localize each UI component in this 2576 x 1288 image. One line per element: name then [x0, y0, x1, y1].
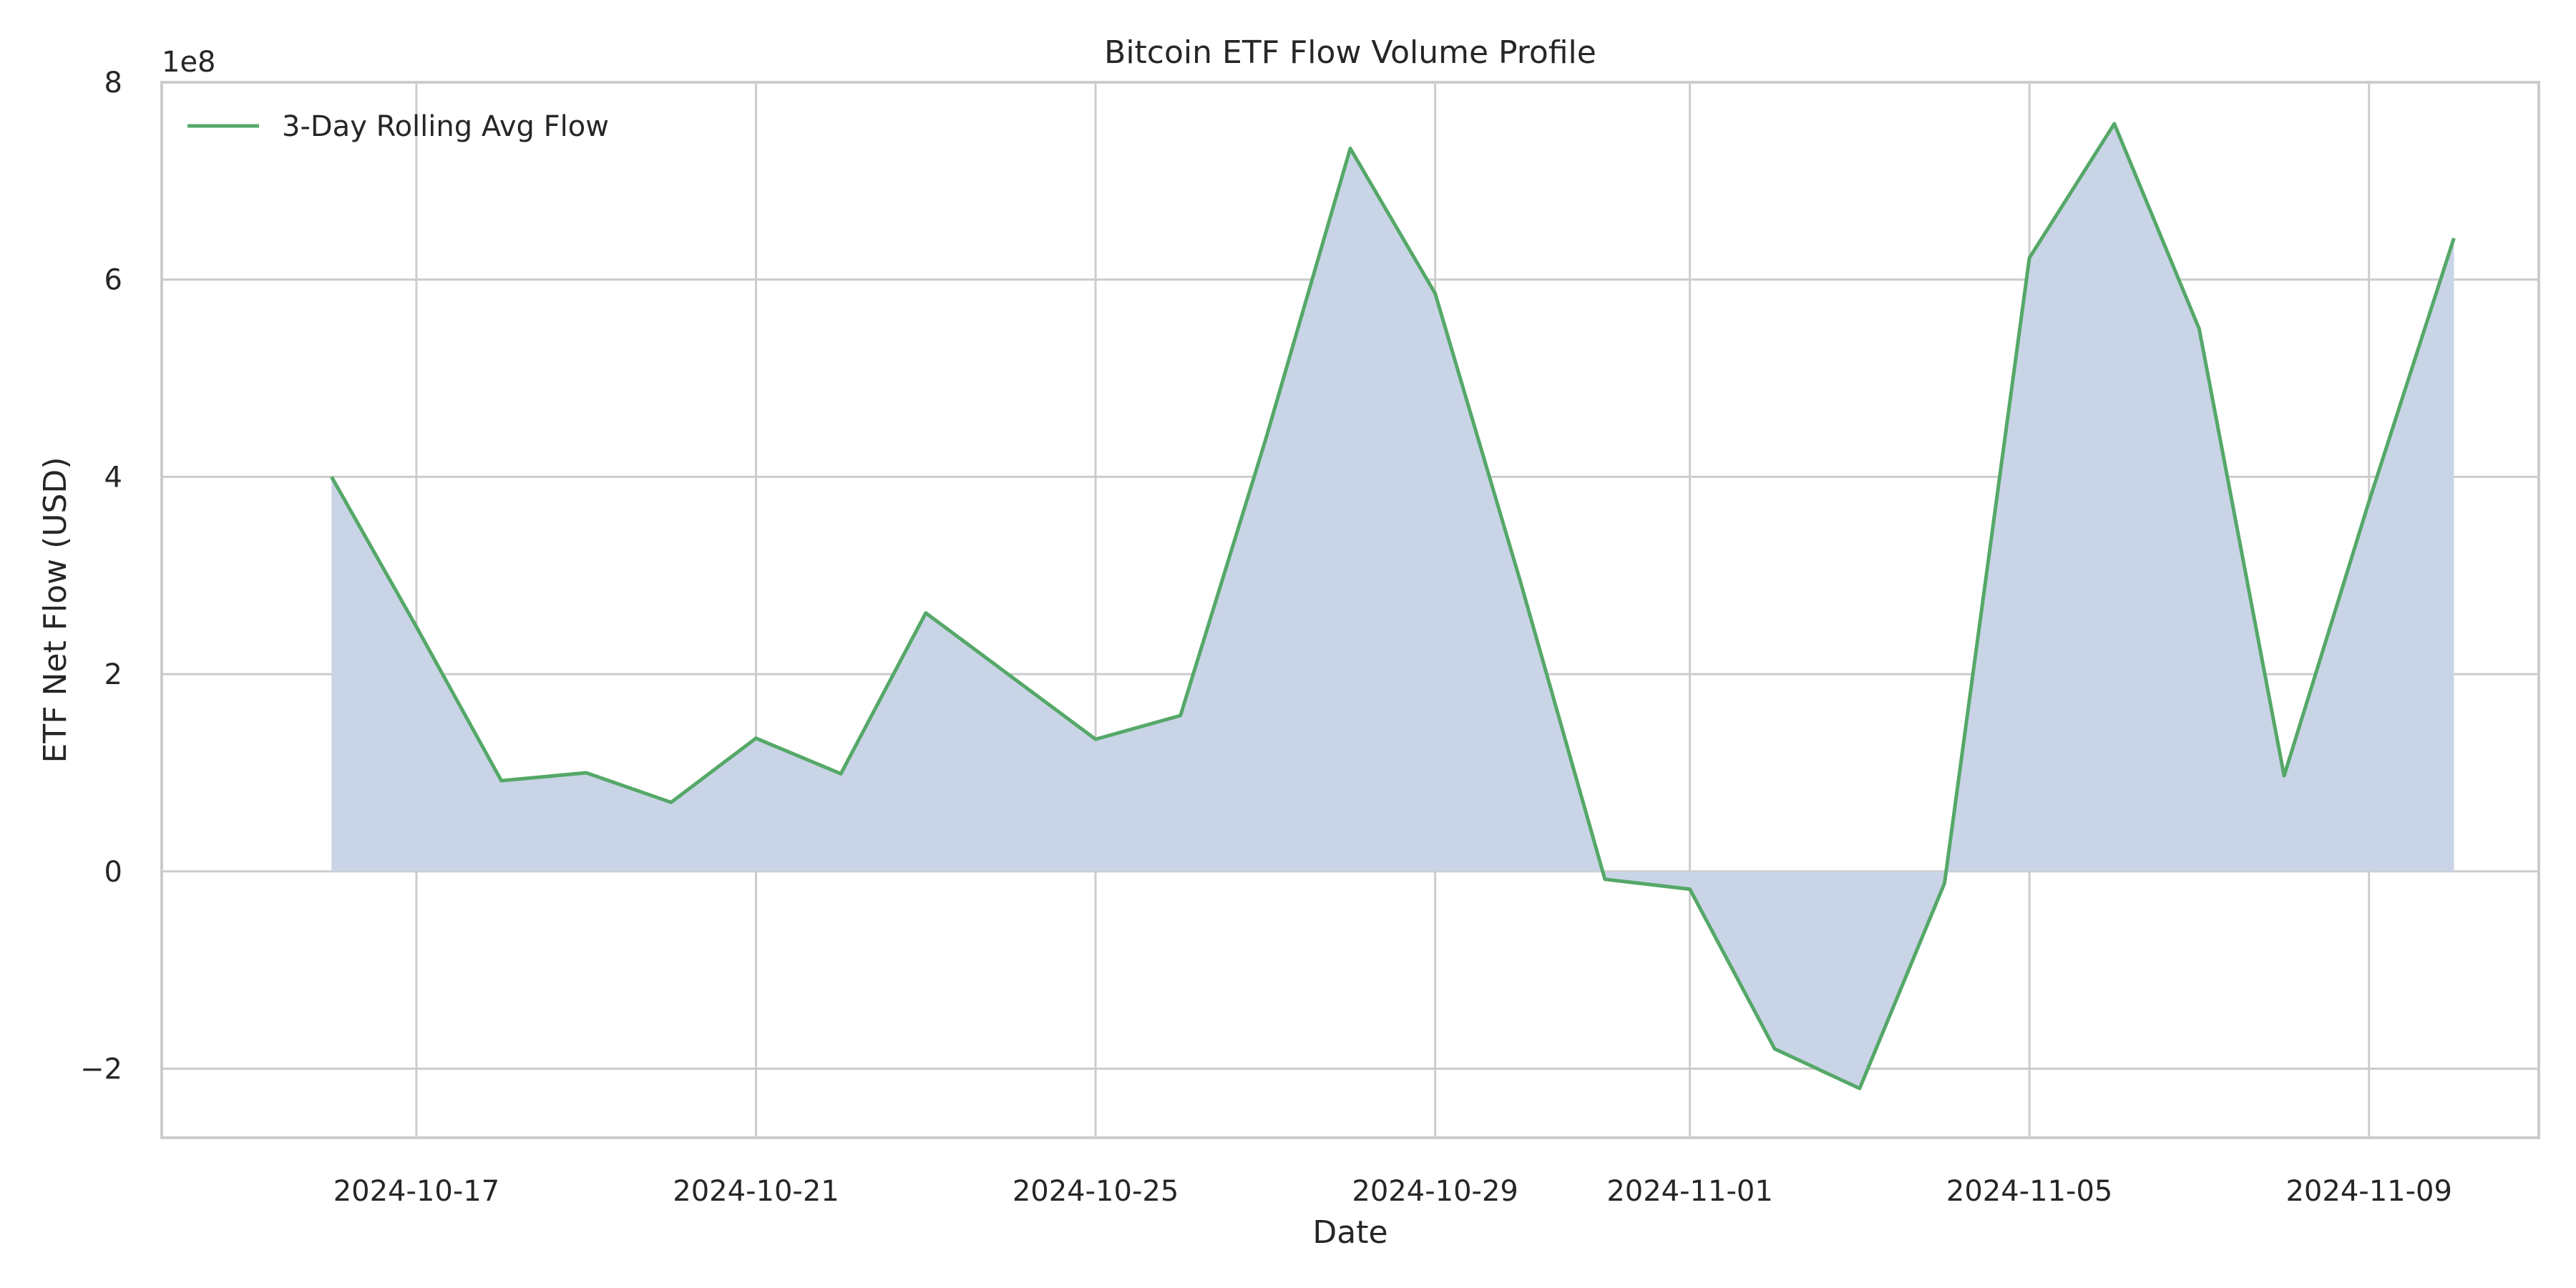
- plot-frame: [160, 81, 2540, 1139]
- y-tick-label: 8: [104, 67, 122, 99]
- y-tick-labels: −2 0 2 4 6 8: [80, 67, 122, 1086]
- y-tick-label: 6: [104, 264, 122, 297]
- x-tick-label: 2024-10-17: [333, 1175, 499, 1208]
- y-tick-label: 4: [104, 461, 122, 494]
- y-tick-label: 0: [104, 856, 122, 889]
- x-tick-label: 2024-11-05: [1946, 1175, 2112, 1208]
- x-tick-label: 2024-10-29: [1352, 1175, 1518, 1208]
- y-scale-label: 1e8: [162, 46, 216, 79]
- x-tick-label: 2024-10-21: [673, 1175, 839, 1208]
- y-tick-label: 2: [104, 658, 122, 691]
- x-tick-labels: 2024-10-17 2024-10-21 2024-10-25 2024-10-29…: [333, 1175, 2452, 1208]
- series-line-rolling-avg: [330, 122, 2456, 1091]
- x-axis-title: Date: [1312, 1214, 1387, 1251]
- area-fill-rolling-avg: [331, 123, 2454, 1089]
- chart-title: Bitcoin ETF Flow Volume Profile: [1104, 34, 1596, 71]
- x-tick-label: 2024-11-01: [1606, 1175, 1772, 1208]
- y-tick-label: −2: [80, 1053, 122, 1086]
- x-tick-label: 2024-10-25: [1013, 1175, 1179, 1208]
- legend: 3-Day Rolling Avg Flow: [187, 110, 609, 143]
- legend-label-rolling-avg: 3-Day Rolling Avg Flow: [282, 110, 609, 143]
- y-axis-title: ETF Net Flow (USD): [37, 457, 74, 763]
- x-tick-label: 2024-11-09: [2285, 1175, 2451, 1208]
